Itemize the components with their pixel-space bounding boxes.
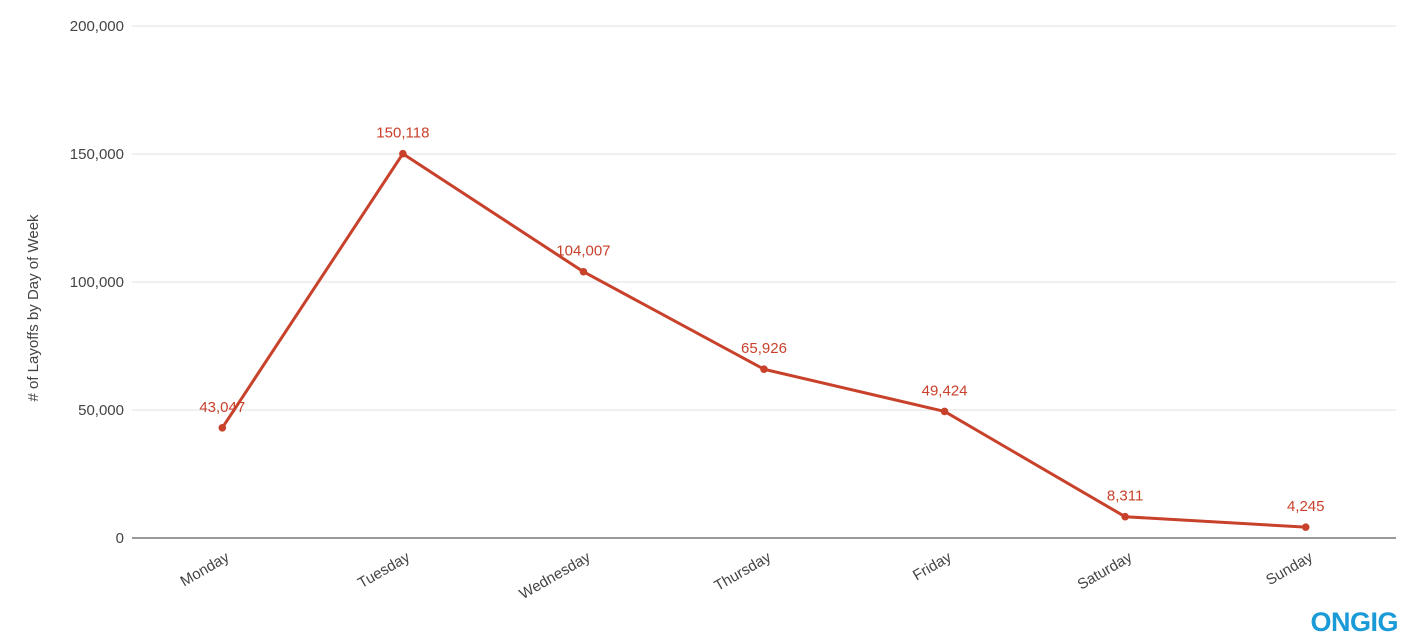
data-label: 104,007 (556, 243, 610, 260)
data-label: 49,424 (922, 382, 968, 399)
data-label: 8,311 (1107, 488, 1143, 505)
logo: ONGIG (1310, 607, 1398, 637)
point (1121, 512, 1129, 521)
point (940, 407, 949, 416)
point (218, 423, 227, 432)
y-tick-label: 150,000 (70, 146, 124, 163)
point (760, 365, 768, 374)
y-tick-label: 200,000 (70, 18, 124, 35)
data-label: 65,926 (741, 340, 787, 357)
x-tick-label: Tuesday (355, 548, 413, 591)
y-tick-label: 0 (116, 530, 124, 547)
x-tick-label: Thursday (711, 548, 774, 594)
point (579, 267, 588, 276)
y-axis-label: # of Layoffs by Day of Week (25, 214, 42, 402)
data-label: 4,245 (1287, 498, 1325, 515)
x-tick-label: Friday (910, 548, 955, 584)
y-tick-label: 100,000 (70, 274, 124, 291)
point (399, 149, 407, 158)
data-label: 150,118 (376, 125, 429, 142)
point (1301, 523, 1310, 531)
data-label: 43,047 (199, 399, 245, 416)
x-tick-label: Monday (178, 548, 233, 590)
y-tick-label: 50,000 (78, 402, 124, 419)
x-tick-label: Wednesday (517, 548, 594, 602)
x-tick-label: Saturday (1075, 548, 1136, 593)
x-tick-label: Sunday (1263, 548, 1316, 588)
